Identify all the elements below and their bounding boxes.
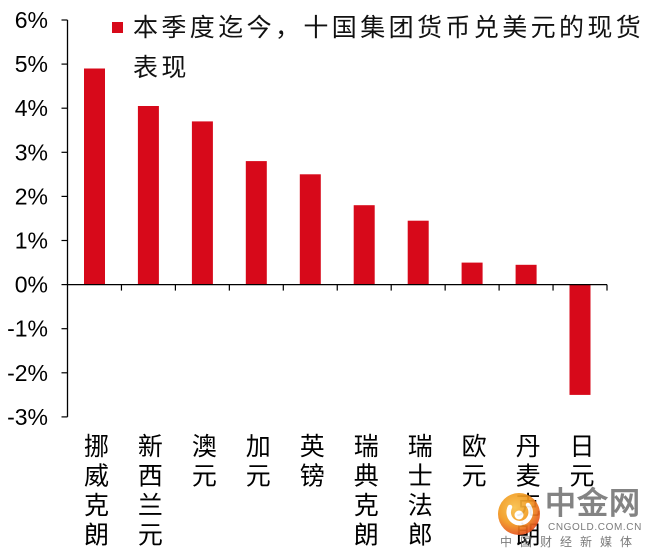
x-tick-label-chf: 瑞士法郎 — [404, 433, 433, 551]
x-tick-label-sek: 瑞典克朗 — [350, 433, 379, 551]
y-tick-label: 6% — [15, 7, 48, 33]
x-tick-label-nok: 挪威克朗 — [80, 433, 109, 551]
bar-nzd — [137, 106, 159, 285]
bar-sek — [353, 205, 375, 285]
y-tick-label: 3% — [15, 139, 48, 165]
y-tick-label: 5% — [15, 51, 48, 77]
x-tick-label-nzd: 新西兰元 — [134, 433, 163, 551]
y-tick-label: 1% — [15, 228, 48, 254]
legend-label: 本季度迄今，十国集团货币兑美元的现货表现 — [133, 14, 645, 82]
bar-aud — [191, 121, 213, 285]
x-tick-label-dkk: 丹麦克朗 — [512, 433, 541, 551]
x-tick-label-gbp: 英镑 — [296, 433, 325, 492]
bar-dkk — [515, 264, 537, 285]
y-tick-label: 0% — [15, 272, 48, 298]
legend-swatch — [112, 22, 123, 33]
bar-jpy — [569, 284, 591, 395]
bar-cad — [245, 161, 267, 285]
x-tick-label-jpy: 日元 — [566, 433, 594, 492]
bar-gbp — [299, 174, 321, 285]
x-tick-label-aud: 澳元 — [188, 433, 217, 492]
bar-chf — [407, 220, 429, 285]
bar-nok — [84, 68, 105, 285]
y-tick-label: 4% — [15, 95, 48, 121]
x-tick-label-cad: 加元 — [242, 433, 271, 492]
bar-eur — [461, 262, 483, 285]
x-tick-label-eur: 欧元 — [458, 433, 487, 492]
y-tick-label: -1% — [7, 316, 48, 342]
y-tick-label: -3% — [7, 404, 48, 430]
y-tick-label: 2% — [15, 183, 48, 209]
y-tick-label: -2% — [7, 360, 48, 386]
